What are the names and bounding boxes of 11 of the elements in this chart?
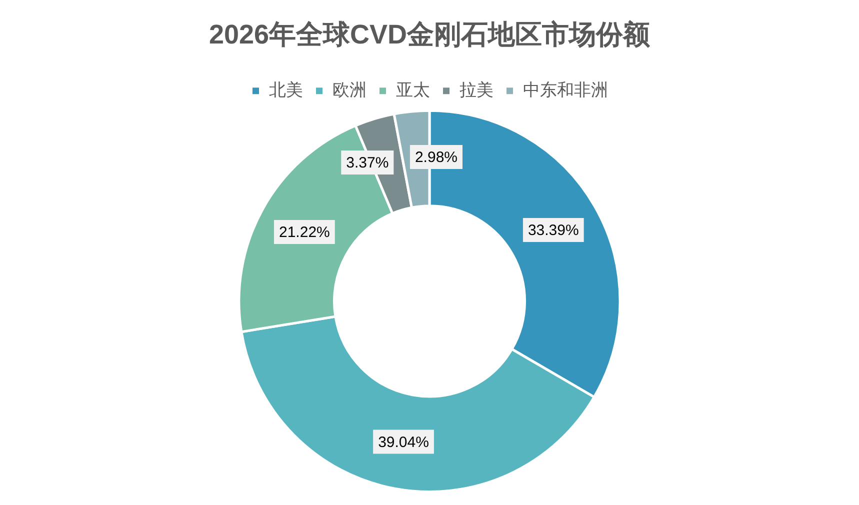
legend-label: 欧洲: [332, 80, 366, 100]
data-label: 33.39%: [528, 222, 579, 240]
legend-label: 亚太: [396, 80, 430, 100]
legend-label: 拉美: [459, 80, 494, 100]
chart-title: 2026年全球CVD金刚石地区市场份额: [208, 20, 652, 50]
data-label: 21.22%: [279, 224, 330, 242]
data-label: 3.37%: [346, 154, 389, 172]
legend-label: 北美: [268, 80, 303, 100]
data-label: 2.98%: [414, 149, 458, 166]
data-label: 39.04%: [378, 434, 429, 451]
legend-label: 中东和非洲: [522, 80, 608, 100]
